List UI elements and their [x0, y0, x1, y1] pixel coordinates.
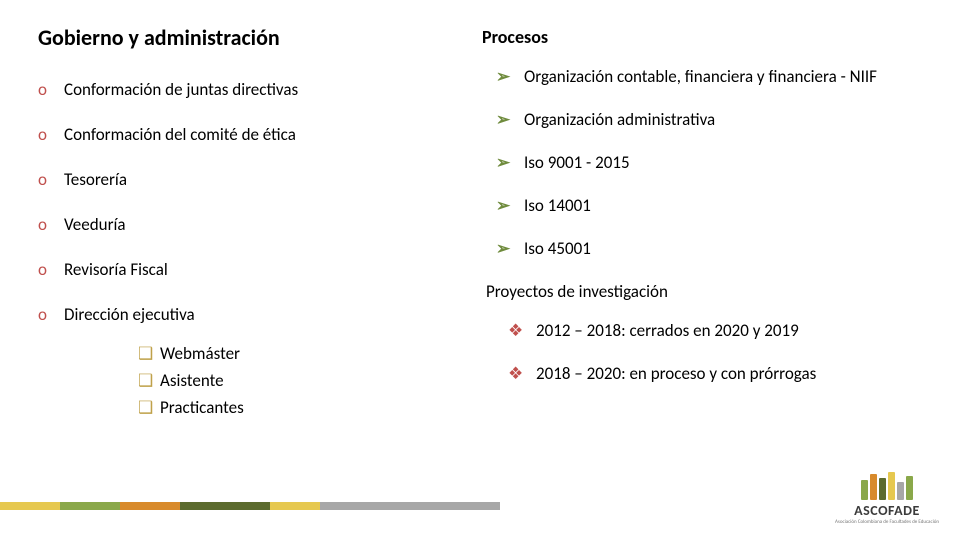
item-text: Iso 45001 [524, 238, 591, 259]
item-text: 2018 – 2020: en proceso y con prórrogas [536, 363, 816, 384]
list-item: ➢Iso 45001 [496, 238, 952, 261]
slide: Gobierno y administración oConformación … [0, 0, 960, 540]
item-text: Iso 14001 [524, 195, 591, 216]
list-item: ➢Organización contable, financiera y fin… [496, 66, 952, 89]
diamond-bullet-icon: ❖ [508, 320, 536, 343]
logo-bar [861, 480, 868, 500]
list-item: ❑Webmáster [138, 343, 468, 366]
governance-list: oConformación de juntas directivas oConf… [38, 79, 468, 327]
circle-bullet-icon: o [38, 214, 64, 237]
band-segment [270, 502, 320, 510]
item-text: 2012 – 2018: cerrados en 2020 y 2019 [536, 320, 799, 341]
item-text: Asistente [160, 370, 224, 391]
band-segment [120, 502, 180, 510]
item-text: Conformación de juntas directivas [64, 79, 298, 100]
arrow-bullet-icon: ➢ [496, 195, 524, 218]
list-item: ➢Iso 9001 - 2015 [496, 152, 952, 175]
right-column: Procesos ➢Organización contable, financi… [482, 26, 952, 406]
diamond-bullet-icon: ❖ [508, 363, 536, 386]
footer-color-band [0, 502, 500, 510]
item-text: Practicantes [160, 397, 244, 418]
item-text: Dirección ejecutiva [64, 304, 195, 325]
sub-list: ❑Webmáster ❑Asistente ❑Practicantes [138, 343, 468, 420]
list-item: ❑Practicantes [138, 397, 468, 420]
item-text: Revisoría Fiscal [64, 259, 168, 280]
band-segment [0, 502, 60, 510]
logo-bar [888, 472, 895, 500]
list-item: oDirección ejecutiva [38, 304, 468, 327]
circle-bullet-icon: o [38, 259, 64, 282]
list-item: oVeeduría [38, 214, 468, 237]
logo-tagline: Asociación Colombiana de Facultades de E… [832, 520, 942, 526]
logo-bar [870, 474, 877, 500]
item-text: Iso 9001 - 2015 [524, 152, 630, 173]
item-text: Veeduría [64, 214, 126, 235]
arrow-bullet-icon: ➢ [496, 109, 524, 132]
list-item: oConformación del comité de ética [38, 124, 468, 147]
list-item: ❑Asistente [138, 370, 468, 393]
square-bullet-icon: ❑ [138, 397, 160, 420]
circle-bullet-icon: o [38, 169, 64, 192]
process-list: ➢Organización contable, financiera y fin… [496, 66, 952, 261]
list-item: oConformación de juntas directivas [38, 79, 468, 102]
circle-bullet-icon: o [38, 79, 64, 102]
projects-title: Proyectos de investigación [486, 281, 952, 302]
item-text: Organización contable, financiera y fina… [524, 66, 877, 87]
square-bullet-icon: ❑ [138, 370, 160, 393]
logo-bar [897, 482, 904, 500]
right-title: Procesos [482, 26, 952, 48]
logo-bars-icon [832, 472, 942, 500]
logo-bar [906, 476, 913, 500]
item-text: Tesorería [64, 169, 127, 190]
list-item: ➢Iso 14001 [496, 195, 952, 218]
list-item: oRevisoría Fiscal [38, 259, 468, 282]
list-item: oTesorería [38, 169, 468, 192]
band-segment [320, 502, 500, 510]
arrow-bullet-icon: ➢ [496, 238, 524, 261]
list-item: ❖2018 – 2020: en proceso y con prórrogas [508, 363, 952, 386]
projects-list: ❖2012 – 2018: cerrados en 2020 y 2019 ❖2… [482, 320, 952, 386]
circle-bullet-icon: o [38, 124, 64, 147]
square-bullet-icon: ❑ [138, 343, 160, 366]
circle-bullet-icon: o [38, 304, 64, 327]
list-item: ➢Organización administrativa [496, 109, 952, 132]
item-text: Conformación del comité de ética [64, 124, 296, 145]
logo-word: ASCOFADE [832, 502, 942, 519]
band-segment [180, 502, 270, 510]
list-item: ❖2012 – 2018: cerrados en 2020 y 2019 [508, 320, 952, 343]
arrow-bullet-icon: ➢ [496, 152, 524, 175]
item-text: Webmáster [160, 343, 240, 364]
ascofade-logo: ASCOFADE Asociación Colombiana de Facult… [832, 472, 942, 530]
left-title: Gobierno y administración [38, 24, 468, 51]
band-segment [60, 502, 120, 510]
arrow-bullet-icon: ➢ [496, 66, 524, 89]
item-text: Organización administrativa [524, 109, 715, 130]
logo-bar [879, 478, 886, 500]
left-column: Gobierno y administración oConformación … [38, 24, 468, 423]
